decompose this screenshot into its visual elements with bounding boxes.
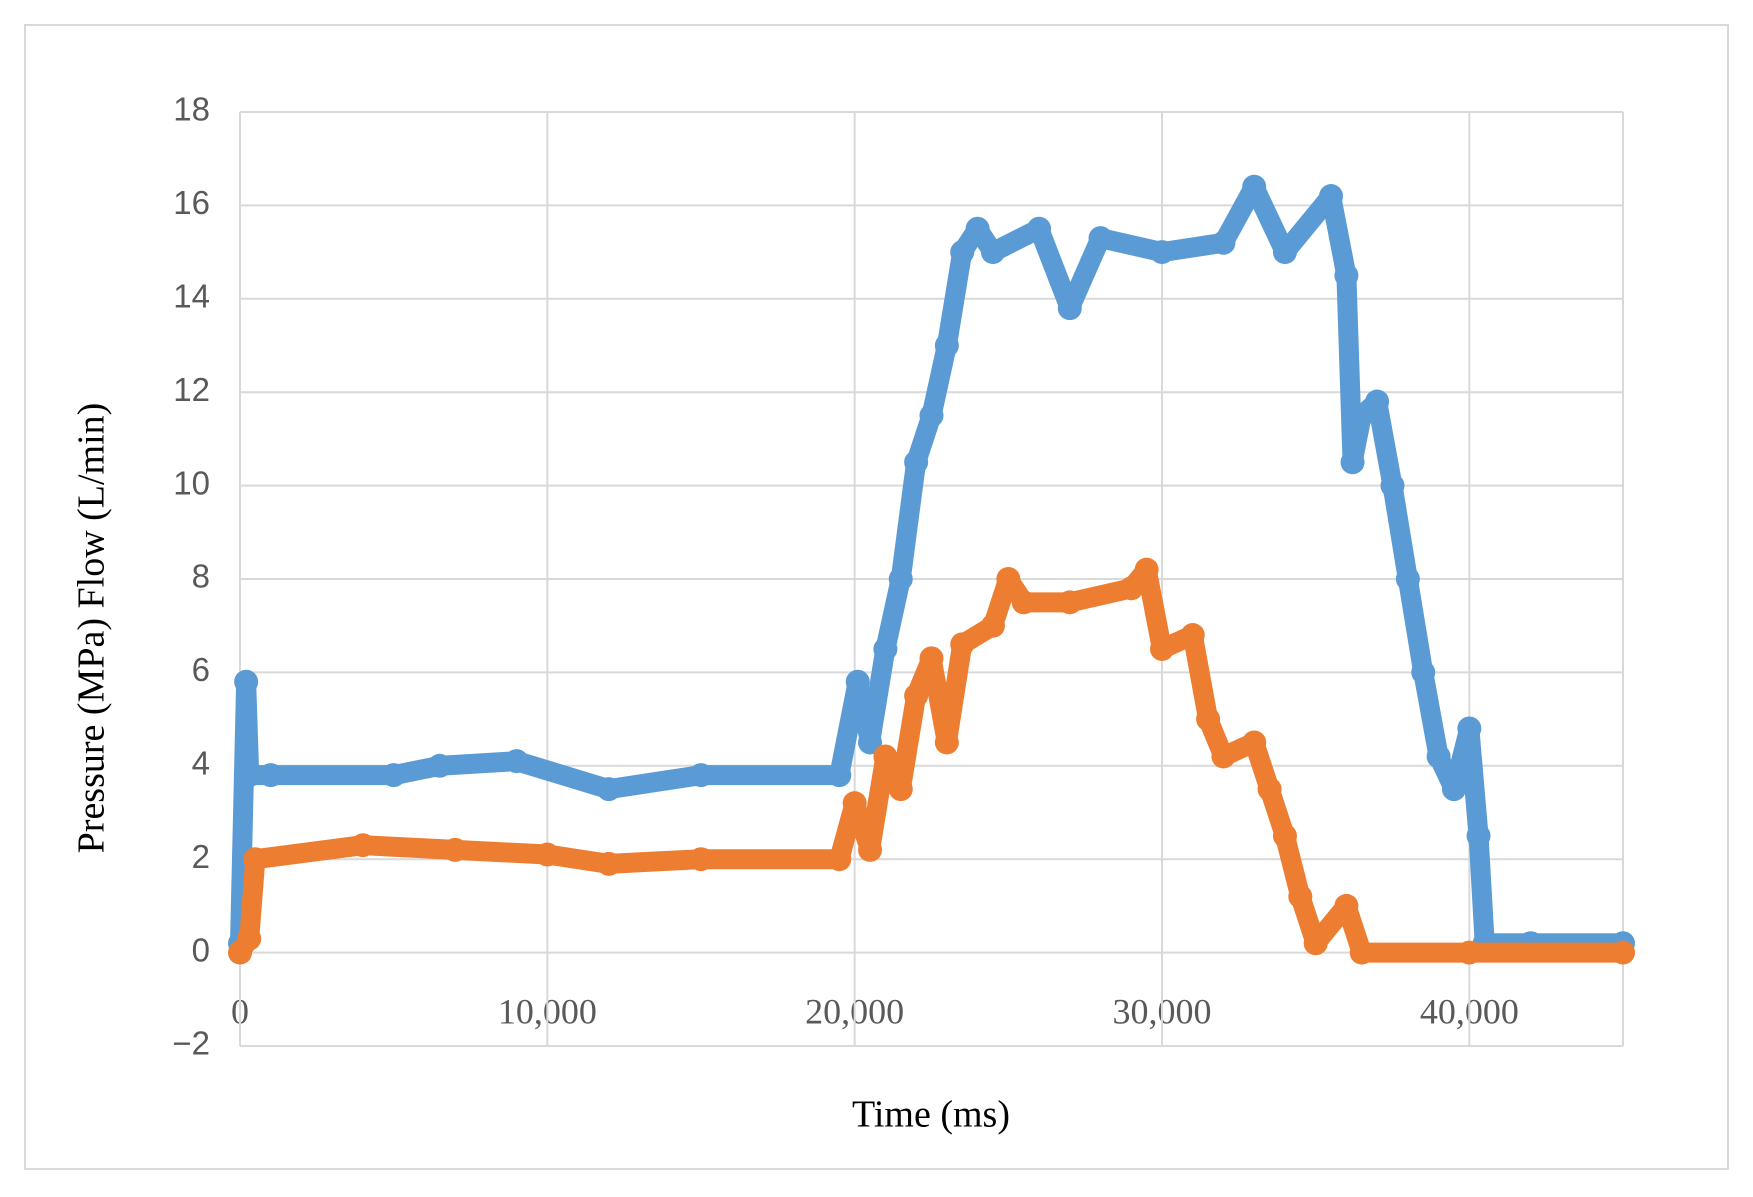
data-point (1027, 216, 1052, 241)
y-tick-label: 2 (192, 838, 210, 875)
data-point (1349, 403, 1374, 428)
data-point (1349, 940, 1374, 965)
data-point (980, 613, 1005, 638)
data-point (504, 749, 529, 774)
data-point (1365, 389, 1390, 414)
data-point (950, 240, 975, 265)
data-point (1457, 940, 1482, 965)
y-tick-label: 16 (173, 184, 210, 221)
y-tick-label: 6 (192, 651, 210, 688)
data-point (1457, 716, 1482, 741)
data-point (1180, 623, 1205, 648)
data-point (1150, 240, 1174, 265)
data-point (596, 851, 621, 876)
data-point (904, 683, 929, 708)
y-tick-label: 0 (192, 931, 210, 968)
data-point (873, 744, 898, 769)
data-point (827, 847, 852, 872)
data-point (1334, 893, 1359, 918)
data-point (1057, 296, 1082, 321)
data-point (904, 450, 929, 475)
data-point (1134, 557, 1159, 582)
data-point (234, 669, 259, 694)
data-point (950, 632, 975, 657)
data-point (1150, 637, 1174, 662)
data-point (965, 216, 990, 241)
data-point (1211, 230, 1236, 255)
data-point (1611, 940, 1635, 965)
chart-border (24, 24, 1729, 1170)
data-point (1119, 576, 1144, 601)
data-point (596, 777, 621, 802)
data-point (1211, 744, 1236, 769)
y-tick-label: 4 (192, 745, 210, 782)
data-point (427, 753, 452, 778)
y-tick-label: 8 (192, 558, 210, 595)
data-point (535, 842, 560, 867)
data-point (381, 763, 406, 788)
data-point (1319, 184, 1344, 209)
data-point (873, 637, 898, 662)
data-point (1196, 707, 1221, 732)
data-point (845, 669, 870, 694)
data-point (1411, 660, 1436, 685)
data-point (1011, 590, 1036, 615)
data-point (888, 567, 913, 591)
data-point (1303, 931, 1328, 956)
y-axis-title: Pressure (MPa) Flow (L/min) (71, 403, 113, 854)
data-point (258, 763, 283, 788)
data-point (237, 763, 262, 788)
y-tick-label: −2 (172, 1025, 210, 1062)
data-point (842, 791, 867, 816)
y-tick-label: 18 (173, 91, 210, 128)
data-point (858, 730, 883, 755)
y-tick-label: 12 (173, 371, 210, 408)
data-point (934, 333, 959, 358)
data-point (919, 403, 944, 428)
data-point (1088, 226, 1113, 251)
data-point (888, 777, 913, 802)
y-tick-label: 14 (173, 278, 210, 315)
data-point (996, 567, 1021, 591)
data-point (443, 837, 468, 862)
data-point (858, 837, 883, 862)
data-point (827, 763, 852, 788)
series-trace (230, 176, 1633, 954)
data-point (1380, 473, 1405, 498)
data-point (237, 926, 262, 951)
data-point (689, 763, 713, 788)
data-point (243, 847, 268, 872)
data-point (1288, 884, 1313, 909)
data-point (934, 730, 959, 755)
data-point (1426, 744, 1451, 769)
data-point (689, 847, 713, 872)
data-point (1395, 567, 1420, 591)
data-point (1441, 777, 1466, 802)
data-point (1466, 823, 1491, 848)
data-point (1334, 263, 1359, 288)
data-point (350, 833, 375, 858)
data-point (980, 240, 1005, 265)
data-point (1272, 823, 1297, 848)
y-tick-label: 10 (173, 464, 210, 501)
data-point (1242, 174, 1267, 199)
x-axis-title: Time (ms) (852, 1094, 1010, 1136)
data-point (1057, 590, 1082, 615)
data-point (1272, 240, 1297, 265)
data-point (1242, 730, 1267, 755)
data-point (1340, 450, 1365, 475)
data-point (919, 646, 944, 671)
data-point (1257, 777, 1282, 802)
